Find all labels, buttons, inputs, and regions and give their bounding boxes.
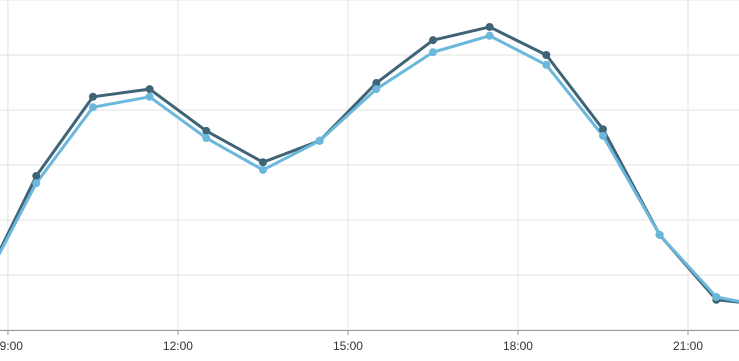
series-line — [0, 25, 739, 304]
data-point — [145, 85, 154, 94]
data-point — [542, 60, 551, 69]
data-point — [598, 125, 607, 134]
data-point — [88, 92, 97, 101]
x-tick-label: 12:00 — [163, 339, 193, 353]
x-tick-label: 15:00 — [333, 339, 363, 353]
data-point — [712, 293, 721, 301]
data-point — [372, 79, 381, 88]
plot — [0, 22, 739, 304]
x-tick-label: 09:00 — [0, 339, 23, 353]
data-point — [485, 22, 494, 31]
data-point — [258, 158, 267, 167]
data-point — [202, 126, 211, 135]
data-point — [145, 92, 154, 101]
data-point — [428, 36, 437, 45]
data-point — [655, 230, 664, 239]
data-point — [542, 51, 551, 59]
data-point — [315, 136, 324, 145]
data-point — [258, 165, 267, 174]
x-tick-label: 18:00 — [503, 339, 533, 353]
data-point — [485, 31, 494, 40]
data-point — [202, 134, 211, 143]
data-point — [372, 85, 381, 94]
grid — [0, 0, 739, 331]
data-point — [32, 172, 41, 180]
data-point — [32, 179, 41, 188]
data-point — [88, 103, 97, 112]
data-point — [598, 131, 607, 140]
data-point — [428, 48, 437, 57]
x-axis: 09:00 12:00 15:00 18:00 21:00 — [0, 330, 739, 353]
x-tick-label: 21:00 — [673, 339, 703, 353]
series-line — [0, 34, 739, 303]
